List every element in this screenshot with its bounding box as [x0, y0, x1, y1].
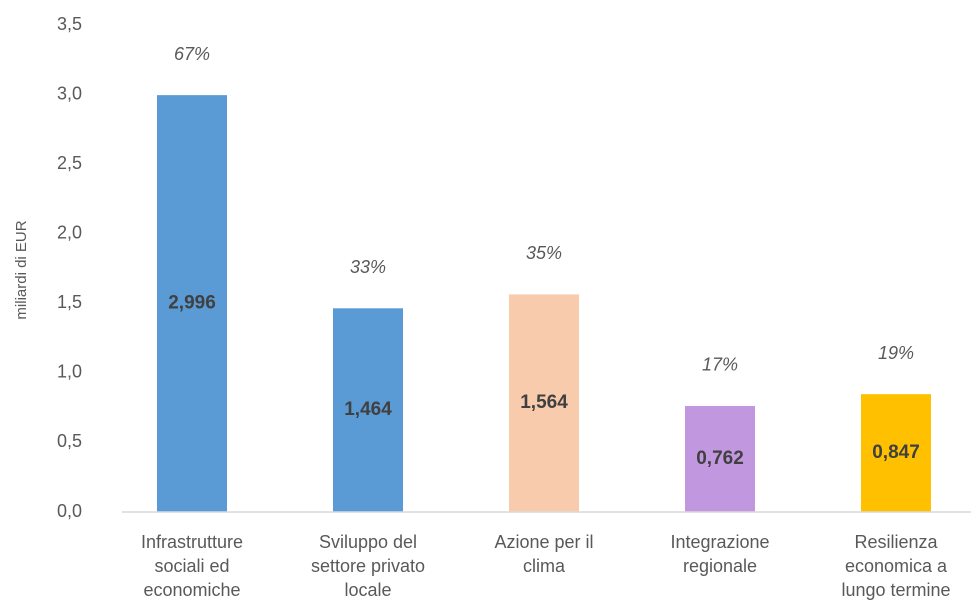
percent-annotation: 19%	[878, 343, 914, 363]
y-tick-label: 1,5	[57, 292, 82, 312]
y-tick-label: 3,0	[57, 83, 82, 103]
percent-annotation: 17%	[702, 355, 738, 375]
x-tick-label: Integrazione regionale	[670, 532, 769, 576]
x-tick-label: Infrastrutture sociali ed economiche	[141, 532, 243, 600]
y-axis-label: miliardi di EUR	[13, 220, 30, 319]
bar	[861, 394, 931, 512]
value-label: 1,564	[520, 392, 568, 413]
percent-annotation: 35%	[526, 243, 562, 263]
value-label: 0,847	[872, 442, 920, 463]
percent-annotation: 67%	[174, 44, 210, 64]
percent-annotation: 33%	[350, 257, 386, 277]
x-tick-label: Resilienza economica a lungo termine	[841, 532, 950, 600]
y-tick-label: 3,5	[57, 14, 82, 34]
x-tick-label: Sviluppo del settore privato locale	[311, 532, 425, 600]
y-tick-label: 1,0	[57, 362, 82, 382]
bar	[509, 294, 579, 512]
y-tick-label: 2,5	[57, 153, 82, 173]
x-tick-label: Azione per il clima	[494, 532, 593, 576]
bar	[333, 308, 403, 512]
y-tick-label: 2,0	[57, 222, 82, 242]
bar	[157, 95, 227, 513]
y-tick-label: 0,0	[57, 501, 82, 521]
value-label: 0,762	[696, 448, 744, 469]
bar	[685, 405, 755, 512]
value-label: 1,464	[344, 399, 392, 420]
value-label: 2,996	[168, 293, 216, 314]
y-tick-label: 0,5	[57, 431, 82, 451]
